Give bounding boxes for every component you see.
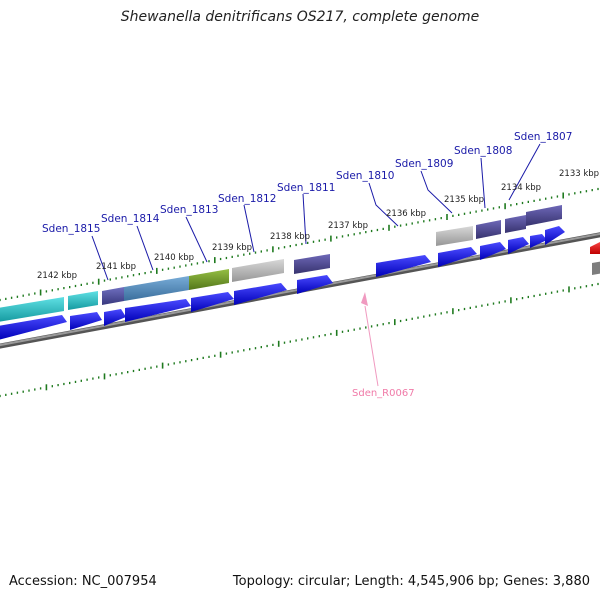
gene-arrow[interactable] (590, 240, 600, 254)
accession-text: Accession: NC_007954 (9, 574, 157, 589)
gene-label[interactable]: Sden_1813 (160, 204, 218, 216)
feature-band-slate (102, 287, 124, 305)
gene-arrow[interactable] (508, 237, 529, 254)
gene-label[interactable]: Sden_1815 (42, 223, 100, 235)
gene-arrow[interactable] (191, 292, 234, 312)
feature-band-gray (232, 259, 284, 282)
gene-label-leaders (91, 143, 541, 281)
gene-arrow[interactable] (0, 315, 67, 340)
rna-label[interactable]: Sden_R0067 (352, 388, 415, 399)
feature-band-gray-edge (592, 261, 600, 275)
gene-arrow[interactable] (530, 234, 547, 248)
gene-labels: Sden_1815 Sden_1814 Sden_1813 Sden_1812 … (42, 131, 572, 235)
kbp-label: 2137 kbp (328, 221, 368, 231)
kbp-label: 2139 kbp (212, 243, 252, 253)
gene-arrow[interactable] (376, 255, 431, 277)
kbp-labels: 2142 kbp 2141 kbp 2140 kbp 2139 kbp 2138… (37, 169, 599, 281)
feature-band-purple (526, 205, 562, 226)
gene-arrow[interactable] (70, 312, 102, 330)
outer-tick-ruler (0, 187, 599, 302)
inner-tick-ruler (0, 282, 599, 398)
feature-band-purple (294, 254, 330, 274)
genome-summary-text: Topology: circular; Length: 4,545,906 bp… (232, 574, 590, 589)
kbp-label: 2134 kbp (501, 183, 541, 193)
rna-marker[interactable] (361, 292, 379, 387)
gene-arrow[interactable] (438, 247, 477, 267)
gene-arrow[interactable] (545, 226, 565, 245)
feature-band-purple (505, 215, 526, 233)
gene-label[interactable]: Sden_1808 (454, 145, 512, 157)
gene-label[interactable]: Sden_1814 (101, 213, 160, 225)
feature-band-cyan (0, 297, 64, 322)
kbp-label: 2136 kbp (386, 209, 426, 219)
kbp-label: 2142 kbp (37, 271, 77, 281)
feature-band-purple (476, 220, 501, 239)
kbp-label: 2133 kbp (559, 169, 599, 179)
gene-label[interactable]: Sden_1807 (514, 131, 572, 143)
gene-label[interactable]: Sden_1812 (218, 193, 276, 205)
kbp-label: 2140 kbp (154, 253, 194, 263)
gene-arrow[interactable] (234, 283, 287, 305)
feature-band-cyan (68, 291, 98, 310)
gene-arrow[interactable] (104, 309, 126, 326)
kbp-label: 2141 kbp (96, 262, 136, 272)
gene-arrow[interactable] (125, 299, 191, 322)
gene-label[interactable]: Sden_1811 (277, 182, 335, 194)
gene-arrow[interactable] (297, 275, 333, 294)
gene-arrow[interactable] (480, 242, 506, 260)
gene-label[interactable]: Sden_1809 (395, 158, 453, 170)
gene-label[interactable]: Sden_1810 (336, 170, 394, 182)
feature-band-steel-blue (124, 276, 189, 301)
kbp-label: 2135 kbp (444, 195, 484, 205)
kbp-label: 2138 kbp (270, 232, 310, 242)
feature-bands (0, 205, 600, 322)
feature-band-olive (189, 269, 229, 290)
gene-arrows (0, 226, 600, 340)
map-title: Shewanella denitrificans OS217, complete… (120, 9, 480, 25)
feature-band-gray (436, 226, 473, 246)
